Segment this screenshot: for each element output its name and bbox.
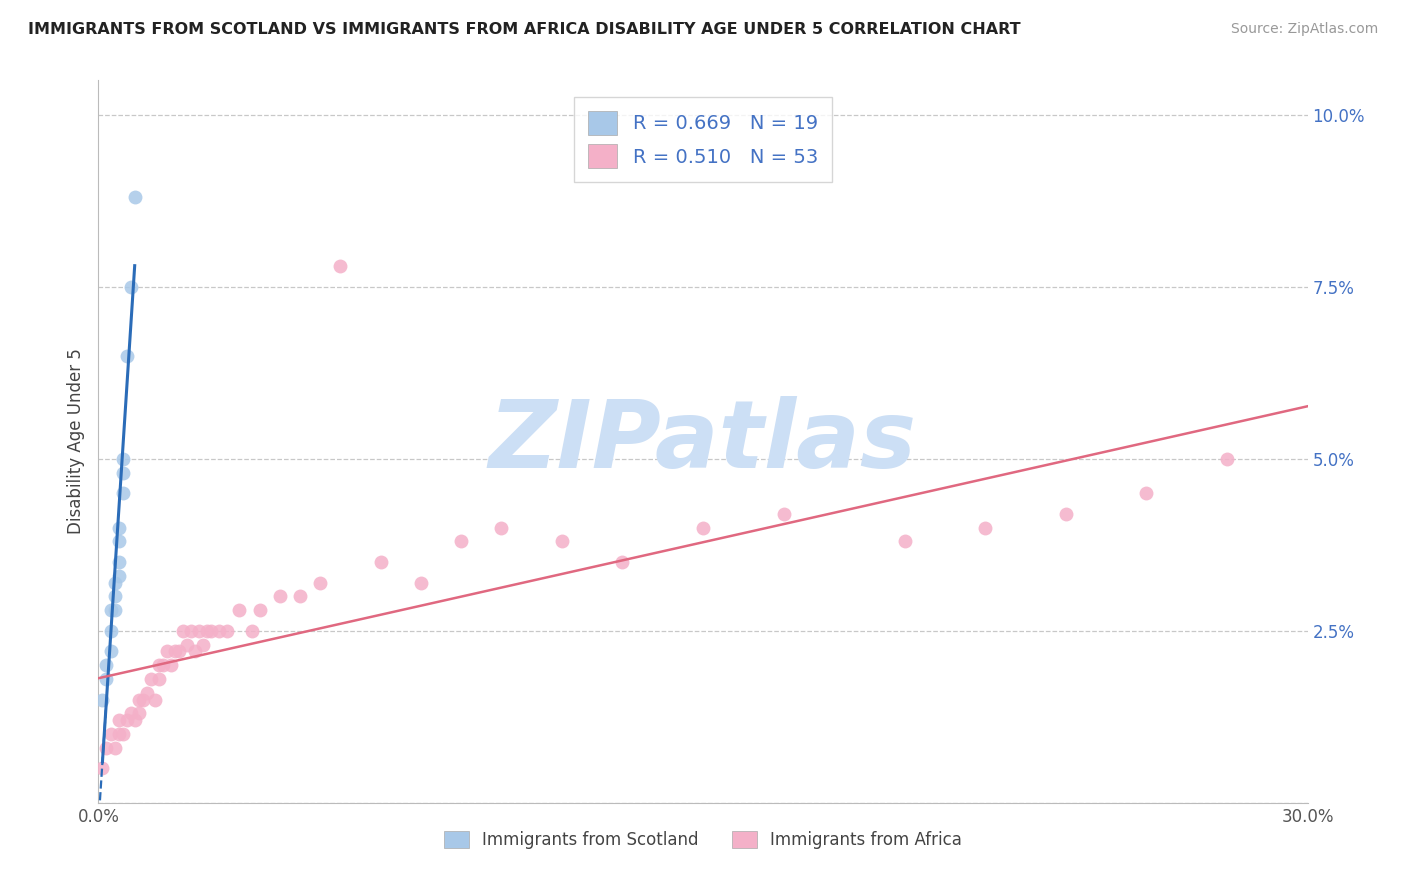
Point: [193, 638, 215, 652]
Point: [107, 713, 129, 727]
Point: [107, 520, 129, 534]
Point: [176, 638, 198, 652]
Point: [120, 706, 142, 721]
Point: [974, 520, 997, 534]
Point: [103, 740, 125, 755]
Point: [370, 555, 392, 569]
Text: IMMIGRANTS FROM SCOTLAND VS IMMIGRANTS FROM AFRICA DISABILITY AGE UNDER 5 CORREL: IMMIGRANTS FROM SCOTLAND VS IMMIGRANTS F…: [28, 22, 1021, 37]
Point: [491, 520, 513, 534]
Point: [195, 624, 218, 638]
Point: [217, 624, 239, 638]
Point: [124, 713, 146, 727]
Point: [100, 603, 122, 617]
Point: [107, 534, 129, 549]
Point: [249, 603, 271, 617]
Point: [143, 692, 166, 706]
Point: [692, 520, 714, 534]
Point: [91, 761, 114, 775]
Point: [103, 603, 125, 617]
Point: [111, 451, 134, 466]
Point: [551, 534, 574, 549]
Point: [269, 590, 291, 604]
Text: Source: ZipAtlas.com: Source: ZipAtlas.com: [1230, 22, 1378, 37]
Point: [1135, 486, 1157, 500]
Point: [156, 644, 179, 658]
Point: [128, 706, 150, 721]
Point: [100, 644, 122, 658]
Point: [409, 575, 432, 590]
Point: [172, 624, 194, 638]
Point: [200, 624, 222, 638]
Point: [107, 555, 129, 569]
Point: [288, 590, 311, 604]
Y-axis label: Disability Age Under 5: Disability Age Under 5: [66, 349, 84, 534]
Point: [107, 568, 129, 582]
Point: [135, 686, 157, 700]
Point: [111, 727, 134, 741]
Point: [180, 624, 202, 638]
Point: [612, 555, 634, 569]
Point: [893, 534, 915, 549]
Point: [115, 349, 138, 363]
Point: [96, 658, 118, 673]
Point: [160, 658, 183, 673]
Point: [148, 672, 170, 686]
Point: [100, 624, 122, 638]
Point: [228, 603, 250, 617]
Point: [1216, 451, 1239, 466]
Point: [772, 507, 794, 521]
Point: [240, 624, 263, 638]
Point: [128, 692, 150, 706]
Point: [450, 534, 472, 549]
Point: [139, 672, 162, 686]
Legend: Immigrants from Scotland, Immigrants from Africa: Immigrants from Scotland, Immigrants fro…: [437, 824, 969, 856]
Point: [107, 727, 129, 741]
Point: [188, 624, 211, 638]
Point: [132, 692, 155, 706]
Point: [120, 279, 142, 293]
Point: [1054, 507, 1077, 521]
Point: [111, 486, 134, 500]
Point: [103, 590, 125, 604]
Point: [96, 740, 118, 755]
Point: [91, 692, 114, 706]
Text: ZIPatlas: ZIPatlas: [489, 395, 917, 488]
Point: [163, 644, 186, 658]
Point: [103, 575, 125, 590]
Point: [152, 658, 174, 673]
Point: [148, 658, 170, 673]
Point: [124, 190, 146, 204]
Point: [115, 713, 138, 727]
Point: [184, 644, 207, 658]
Point: [329, 259, 352, 273]
Point: [111, 466, 134, 480]
Point: [96, 672, 118, 686]
Point: [100, 727, 122, 741]
Point: [167, 644, 190, 658]
Point: [208, 624, 231, 638]
Point: [309, 575, 332, 590]
